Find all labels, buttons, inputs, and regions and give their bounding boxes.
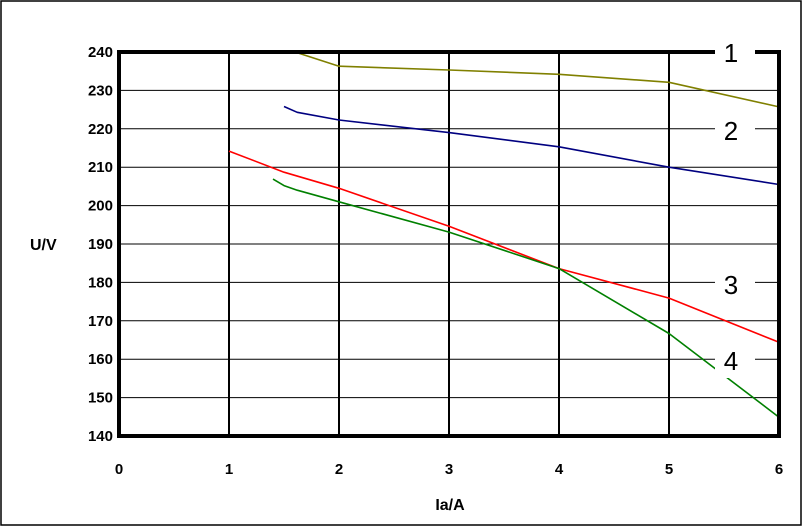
x-tick-label: 5 bbox=[665, 461, 673, 478]
y-tick-label: 210 bbox=[88, 159, 113, 176]
y-tick-label: 190 bbox=[88, 236, 113, 253]
x-tick-label: 1 bbox=[225, 461, 233, 478]
label-layer: 1 2 3 4 bbox=[715, 38, 755, 378]
series-label-1: 1 bbox=[724, 38, 738, 68]
x-tick-label: 6 bbox=[775, 461, 783, 478]
x-axis-label: Ia/A bbox=[435, 497, 465, 514]
y-tick-label: 200 bbox=[88, 198, 113, 215]
y-tick-label: 170 bbox=[88, 313, 113, 330]
y-tick-label: 150 bbox=[88, 390, 113, 407]
series-layer bbox=[228, 51, 780, 418]
plot-frame-rect bbox=[117, 50, 781, 438]
series-label-2: 2 bbox=[724, 116, 738, 146]
series-label-backing bbox=[715, 118, 755, 148]
x-tick-label: 3 bbox=[445, 461, 453, 478]
y-tick-label: 160 bbox=[88, 351, 113, 368]
series-label-4: 4 bbox=[724, 346, 738, 376]
y-axis-label: U/V bbox=[30, 237, 57, 254]
series-line-3 bbox=[228, 150, 780, 344]
x-tick-label: 0 bbox=[115, 461, 123, 478]
x-tick-label: 4 bbox=[555, 461, 564, 478]
y-tick-label: 140 bbox=[88, 428, 113, 445]
series-line-1 bbox=[294, 51, 780, 108]
series-label-backing bbox=[715, 348, 755, 378]
series-line-2 bbox=[283, 105, 780, 186]
series-line-4 bbox=[272, 178, 780, 418]
y-tick-label: 220 bbox=[88, 121, 113, 138]
series-label-backing bbox=[715, 40, 755, 70]
series-label-backing bbox=[715, 272, 755, 302]
y-tick-label: 180 bbox=[88, 274, 113, 291]
series-label-3: 3 bbox=[724, 270, 738, 300]
x-tick-label: 2 bbox=[335, 461, 343, 478]
plot-frame bbox=[117, 50, 781, 438]
y-tick-label: 240 bbox=[88, 44, 113, 61]
y-tick-label: 230 bbox=[88, 82, 113, 99]
